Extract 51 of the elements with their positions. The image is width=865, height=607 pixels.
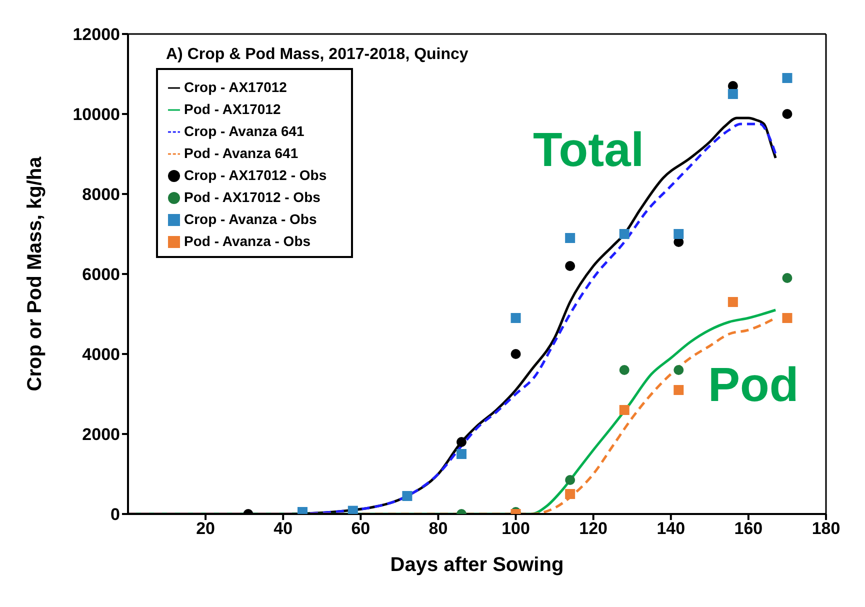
legend-label: Pod - Avanza - Obs xyxy=(184,233,311,249)
x-tick-label: 140 xyxy=(656,519,686,538)
x-tick-label: 80 xyxy=(428,519,448,538)
y-tick-label: 8000 xyxy=(82,185,120,204)
point xyxy=(565,475,576,485)
point xyxy=(782,109,792,119)
y-tick-label: 2000 xyxy=(82,425,120,444)
point xyxy=(619,229,630,239)
point xyxy=(510,349,521,359)
point xyxy=(782,273,792,283)
y-tick-label: 4000 xyxy=(82,345,120,364)
legend-label: Pod - AX17012 - Obs xyxy=(184,189,320,205)
legend-label: Crop - Avanza - Obs xyxy=(184,211,317,227)
y-tick-label: 12000 xyxy=(72,25,120,44)
x-tick-label: 180 xyxy=(812,519,840,538)
point xyxy=(565,261,576,271)
point xyxy=(782,73,792,83)
point xyxy=(782,313,792,323)
legend-label: Crop - AX17012 xyxy=(184,79,287,95)
point xyxy=(674,229,684,239)
point xyxy=(565,489,576,499)
legend-label: Pod - AX17012 xyxy=(184,101,281,117)
point xyxy=(728,89,738,99)
x-tick-label: 20 xyxy=(196,519,216,538)
y-tick-label: 10000 xyxy=(72,105,120,124)
point xyxy=(674,365,684,375)
x-tick-label: 100 xyxy=(502,519,530,538)
point xyxy=(402,491,412,501)
x-axis-title: Days after Sowing xyxy=(390,554,564,576)
legend-label: Pod - Avanza 641 xyxy=(184,145,298,161)
y-tick-label: 6000 xyxy=(82,265,120,284)
annotation: Total xyxy=(533,123,644,178)
point xyxy=(456,449,466,459)
legend-label: Crop - Avanza 641 xyxy=(184,123,304,139)
point xyxy=(510,313,521,323)
x-tick-label: 40 xyxy=(274,519,293,538)
annotation: Pod xyxy=(708,358,799,413)
point xyxy=(619,365,630,375)
x-tick-label: 120 xyxy=(579,519,608,538)
legend-label: Crop - AX17012 - Obs xyxy=(184,167,327,183)
point xyxy=(456,437,466,447)
point xyxy=(348,506,358,514)
point xyxy=(674,385,684,395)
point xyxy=(619,405,630,415)
x-tick-label: 60 xyxy=(351,519,370,538)
point xyxy=(565,233,576,243)
point xyxy=(728,297,738,307)
text: A) Crop & Pod Mass, 2017-2018, Quincy xyxy=(166,46,468,64)
y-axis-title: Crop or Pod Mass, kg/ha xyxy=(24,156,46,392)
x-tick-label: 160 xyxy=(734,519,763,538)
y-tick-label: 0 xyxy=(110,505,120,524)
